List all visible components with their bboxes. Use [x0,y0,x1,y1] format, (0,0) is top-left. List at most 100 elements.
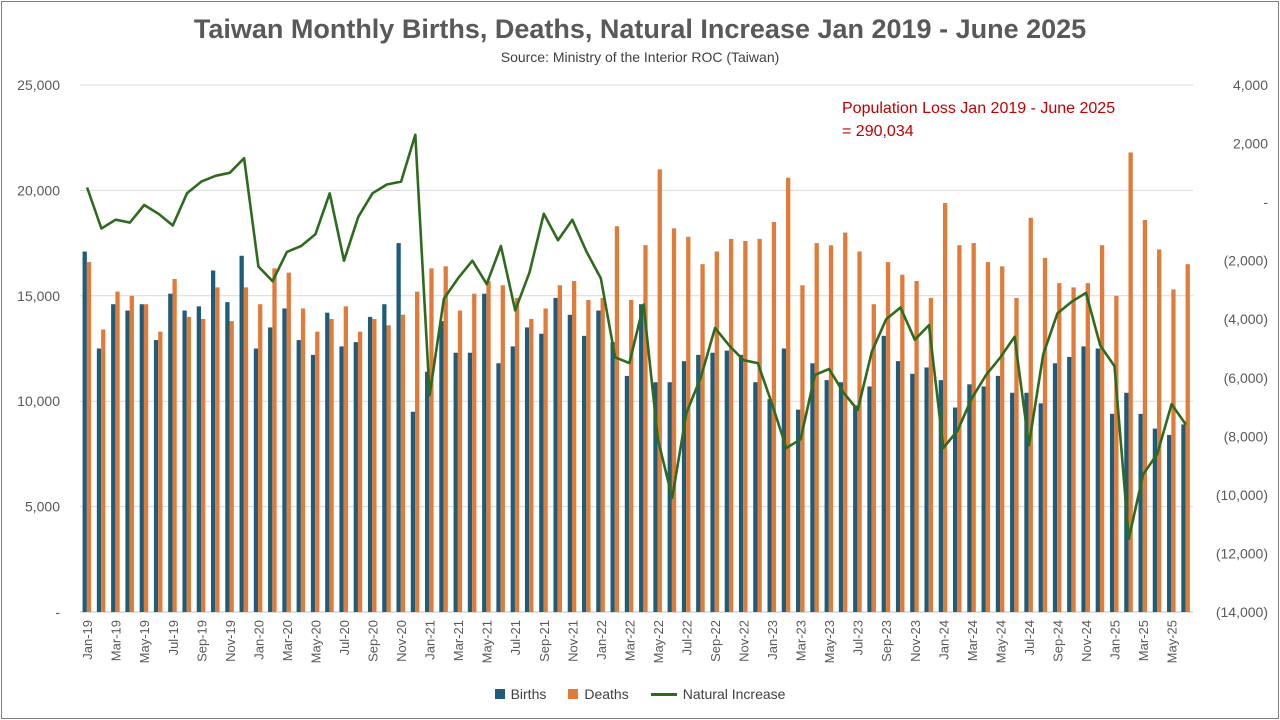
x-axis: Jan-19 Mar-19 May-19 Jul-19 Sep-19 Nov-19 Jan-… [80,620,1179,663]
births-bar [496,363,501,612]
x-tick-label: May-22 [651,620,666,663]
legend-item-births: Births [494,686,547,702]
deaths-bar [1185,264,1190,612]
x-tick-label: Jan-20 [251,620,266,660]
deaths-bar [1014,297,1019,612]
births-bar [1138,413,1143,612]
y2-tick-label: (6,000) [1224,370,1268,386]
births-bar [282,308,287,612]
deaths-bar [343,306,348,612]
y-tick-label: 10,000 [17,393,60,409]
deaths-bar [728,238,734,612]
births-bar [639,304,644,612]
deaths-bar [1028,217,1033,612]
births-bar [139,304,144,612]
births-bar [96,348,102,612]
x-tick-label: Jul-24 [1022,620,1037,655]
line-series [85,133,1187,541]
legend-label-natural-increase: Natural Increase [682,686,786,702]
births-bar [168,293,173,612]
x-tick-label: Mar-21 [451,620,466,661]
deaths-bar [415,291,420,612]
x-tick-label: Jan-23 [765,620,780,660]
x-tick-label: Nov-21 [565,620,580,662]
x-tick-label: May-25 [1165,620,1180,663]
births-bar [296,340,301,612]
deaths-bar [1171,289,1176,612]
deaths-bar [1128,152,1133,612]
deaths-bar [914,281,919,612]
deaths-bar [743,240,748,612]
births-bar [539,333,544,612]
deaths-bar [315,331,320,612]
births-bar [1010,392,1015,612]
births-bar [1181,424,1186,612]
births-bar [111,304,116,612]
x-tick-label: Mar-20 [280,620,295,661]
births-bar [824,380,829,612]
deaths-bar [1057,283,1062,612]
births-bar [1081,346,1086,612]
births-bar [610,342,615,612]
deaths-bar [700,264,705,612]
deaths-bar [457,310,463,612]
births-bar [425,371,430,612]
chart-title: Taiwan Monthly Births, Deaths, Natural I… [193,14,1087,44]
births-bar [710,352,715,612]
deaths-bar [243,287,249,612]
births-bar [225,302,230,612]
deaths-bar [115,291,120,612]
births-bar [696,354,701,612]
births-bar [1167,434,1172,612]
y2-tick-label: 2,000 [1233,136,1268,152]
deaths-bar [101,329,106,612]
births-bar [182,310,187,612]
births-bar [524,327,530,612]
x-tick-label: Nov-24 [1079,620,1094,662]
x-tick-label: Jul-19 [166,620,181,655]
x-tick-label: Sep-20 [366,620,381,662]
deaths-bar [572,281,577,612]
y2-tick-label: (4,000) [1224,311,1268,327]
legend-item-natural-increase: Natural Increase [650,686,786,702]
births-bar [567,314,573,612]
births-bar [753,382,758,612]
births-bar [553,297,558,612]
deaths-bar [186,316,192,612]
y2-tick-label: (10,000) [1216,487,1268,503]
y2-tick-label: (2,000) [1224,253,1268,269]
deaths-bar [1071,287,1076,612]
births-bar [210,270,216,612]
births-bar [453,352,458,612]
births-bar [781,348,787,612]
deaths-bar [172,278,177,612]
births-bar [653,382,658,612]
deaths-bar [258,304,263,612]
x-tick-label: Mar-19 [109,620,124,661]
deaths-bar [614,226,620,612]
deaths-bar [828,245,834,612]
births-bar [924,367,929,612]
x-tick-label: Jul-22 [679,620,694,655]
legend-label-births: Births [510,686,547,702]
births-bar [810,363,815,612]
bar-series [82,152,1190,613]
births-bar [367,316,373,612]
deaths-bar [1000,266,1005,612]
births-bar [910,373,915,612]
births-bar [196,306,202,612]
births-bar [382,304,387,612]
legend-label-deaths: Deaths [584,686,629,702]
x-tick-label: Sep-23 [879,620,894,662]
natural-increase-line [85,133,1187,541]
population-loss-annotation: Population Loss Jan 2019 - June 2025 = 2… [842,97,1115,143]
deaths-bar [1142,219,1148,613]
annotation-line-2: = 290,034 [842,123,914,140]
deaths-bar [657,169,662,612]
deaths-bar [543,308,548,612]
y2-tick-label: (12,000) [1216,545,1268,561]
y-tick-label: 5,000 [25,499,60,515]
births-bar [339,346,344,612]
x-tick-label: Jan-24 [936,620,951,660]
